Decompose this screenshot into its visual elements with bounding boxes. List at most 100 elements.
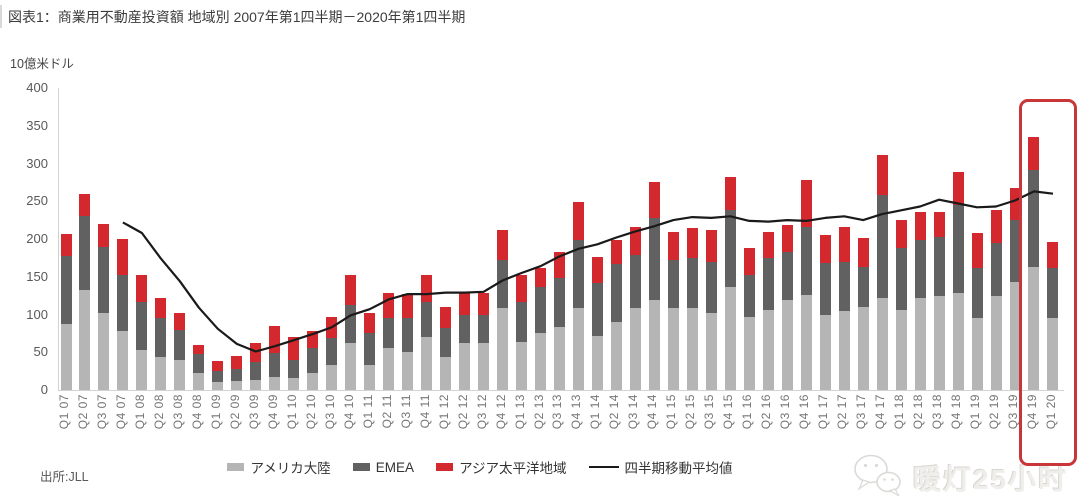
bar-stack-Q2-07 [79, 88, 91, 390]
bar-stack-Q1-19 [971, 88, 983, 390]
x-tick-Q3-09: Q3 09 [246, 394, 261, 430]
bar-segment-アジア太平洋地域 [364, 313, 376, 333]
x-tick-Q4-18: Q4 18 [949, 394, 964, 430]
bar-stack-Q3-08 [174, 88, 186, 390]
emea-swatch [352, 463, 370, 471]
bar-stack-Q4-19 [1028, 88, 1040, 390]
bar-segment-アメリカ大陸 [762, 309, 774, 390]
y-tick-350: 350 [26, 117, 48, 133]
bar-segment-アメリカ大陸 [686, 307, 698, 390]
bar-segment-アジア太平洋地域 [250, 343, 262, 363]
bar-segment-EMEA [307, 347, 319, 373]
bar-stack-Q2-18 [914, 88, 926, 390]
bar-segment-アジア太平洋地域 [1047, 242, 1059, 268]
bar-segment-EMEA [136, 301, 148, 350]
x-tick-Q4-11: Q4 11 [417, 394, 432, 429]
x-tick-Q4-08: Q4 08 [189, 394, 204, 430]
bar-segment-アメリカ大陸 [705, 313, 717, 390]
bar-segment-アメリカ大陸 [876, 297, 888, 390]
legend-item-moving-average: 四半期移動平均値 [588, 457, 733, 477]
bar-segment-アメリカ大陸 [971, 318, 983, 390]
bar-segment-アジア太平洋地域 [743, 248, 755, 276]
bar-segment-アメリカ大陸 [383, 347, 395, 390]
bar-segment-アジア太平洋地域 [402, 294, 414, 319]
bar-stack-Q2-12 [459, 88, 471, 390]
bar-segment-EMEA [686, 257, 698, 308]
bar-segment-アメリカ大陸 [421, 337, 433, 390]
bar-segment-アメリカ大陸 [553, 326, 565, 390]
bar-stack-Q4-15 [724, 88, 736, 390]
bar-segment-EMEA [516, 301, 528, 342]
bar-segment-アジア太平洋地域 [98, 223, 110, 247]
x-tick-Q1-13: Q1 13 [512, 394, 527, 430]
bar-stack-Q2-15 [686, 88, 698, 390]
bar-stack-Q4-13 [572, 88, 584, 390]
bar-segment-アメリカ大陸 [364, 365, 376, 390]
bar-stack-Q3-14 [629, 88, 641, 390]
bar-segment-アメリカ大陸 [1047, 318, 1059, 390]
bar-segment-アメリカ大陸 [497, 307, 509, 390]
bar-segment-アメリカ大陸 [212, 382, 224, 390]
bar-segment-EMEA [117, 274, 129, 332]
bar-segment-アジア太平洋地域 [345, 275, 357, 306]
bar-segment-EMEA [838, 261, 850, 312]
bar-segment-アメリカ大陸 [819, 315, 831, 390]
bar-stack-Q1-12 [440, 88, 452, 390]
bar-segment-EMEA [781, 251, 793, 301]
bar-segment-アメリカ大陸 [516, 341, 528, 390]
bar-segment-EMEA [819, 263, 831, 316]
bar-segment-アジア太平洋地域 [895, 220, 907, 249]
x-tick-Q3-14: Q3 14 [626, 394, 641, 430]
bar-segment-EMEA [914, 239, 926, 298]
bar-segment-アジア太平洋地域 [952, 171, 964, 206]
bar-segment-EMEA [60, 256, 72, 325]
y-tick-250: 250 [26, 193, 48, 209]
bar-segment-EMEA [743, 275, 755, 317]
bar-segment-EMEA [1009, 220, 1021, 283]
bar-segment-アジア太平洋地域 [136, 274, 148, 302]
x-tick-Q4-17: Q4 17 [873, 394, 888, 430]
x-tick-Q4-12: Q4 12 [493, 394, 508, 430]
x-tick-Q1-07: Q1 07 [57, 394, 71, 430]
bar-segment-アジア太平洋地域 [307, 331, 319, 348]
bar-segment-アメリカ大陸 [648, 300, 660, 390]
bar-stack-Q2-19 [990, 88, 1002, 390]
bar-segment-EMEA [79, 216, 91, 290]
bar-segment-アジア太平洋地域 [288, 337, 300, 360]
y-tick-200: 200 [26, 231, 48, 246]
bar-stack-Q3-09 [250, 88, 262, 390]
bar-segment-EMEA [895, 248, 907, 310]
bar-stack-Q4-07 [117, 88, 129, 390]
bar-segment-アジア太平洋地域 [174, 313, 186, 331]
bar-segment-EMEA [572, 239, 584, 308]
bar-segment-EMEA [269, 353, 281, 378]
bar-stack-Q3-07 [98, 88, 110, 390]
bar-segment-アメリカ大陸 [591, 335, 603, 390]
bar-segment-アメリカ大陸 [250, 380, 262, 390]
bar-segment-アメリカ大陸 [155, 356, 167, 390]
x-tick-Q1-19: Q1 19 [968, 394, 983, 430]
x-tick-Q2-11: Q2 11 [379, 394, 394, 429]
bar-segment-EMEA [724, 209, 736, 287]
x-tick-Q3-08: Q3 08 [170, 394, 185, 430]
bar-segment-EMEA [762, 257, 774, 310]
bar-stack-Q4-14 [648, 88, 660, 390]
x-tick-Q1-09: Q1 09 [208, 394, 223, 430]
y-tick-150: 150 [26, 268, 48, 284]
x-tick-Q2-14: Q2 14 [607, 394, 622, 430]
y-tick-300: 300 [26, 155, 48, 171]
x-tick-Q1-12: Q1 12 [436, 394, 451, 430]
bar-segment-アメリカ大陸 [345, 343, 357, 390]
bar-segment-アメリカ大陸 [572, 307, 584, 390]
bar-stack-Q1-13 [516, 88, 528, 390]
bar-segment-EMEA [155, 318, 167, 357]
x-tick-Q1-11: Q1 11 [360, 394, 375, 429]
y-tick-400: 400 [26, 80, 48, 95]
legend: アメリカ大陸 EMEA アジア太平洋地域 四半期移動平均値 [0, 457, 1020, 477]
bar-segment-EMEA [383, 318, 395, 348]
bar-segment-EMEA [591, 282, 603, 336]
x-tick-Q4-07: Q4 07 [113, 394, 128, 430]
x-tick-Q1-14: Q1 14 [588, 394, 603, 430]
legend-item-americas: アメリカ大陸 [227, 457, 331, 477]
bar-segment-アメリカ大陸 [667, 307, 679, 390]
